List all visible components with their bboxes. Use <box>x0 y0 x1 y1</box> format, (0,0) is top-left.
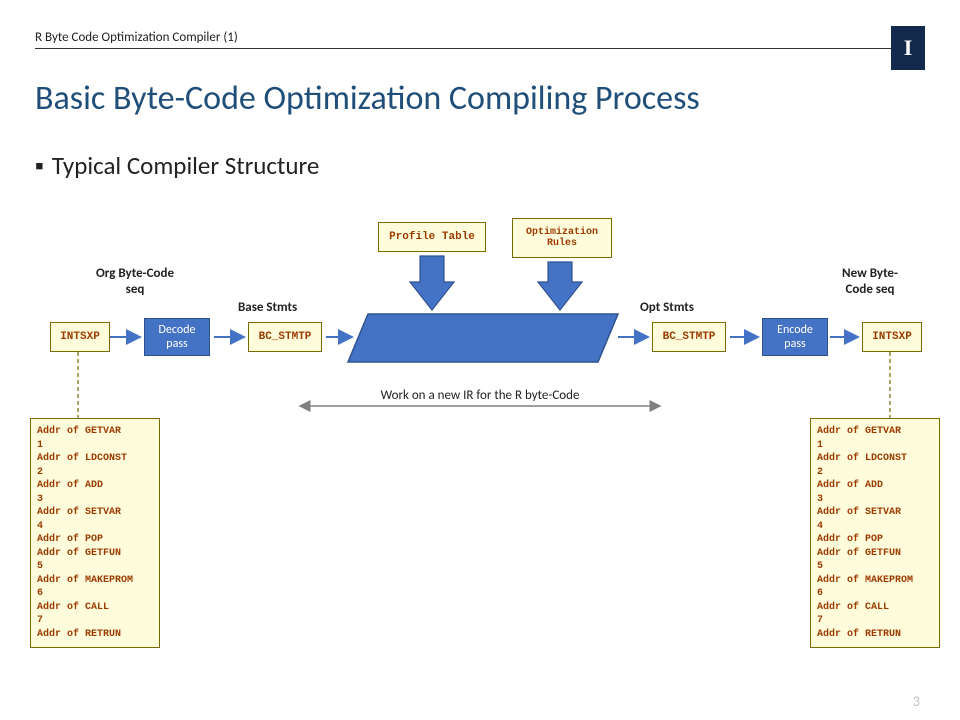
compiler-diagram: Org Byte-Code seq Base Stmts Opt Stmts N… <box>0 0 960 720</box>
page-number: 3 <box>913 693 920 710</box>
box-intsxp-left: INTSXP <box>50 322 110 352</box>
label-org-seq: Org Byte-Code seq <box>80 266 190 297</box>
box-bc-stmtp-right: BC_STMTP <box>652 322 726 352</box>
box-decode-pass: Decode pass <box>144 318 210 356</box>
box-profile-table: Profile Table <box>378 222 486 252</box>
label-new-seq: New Byte- Code seq <box>820 266 920 297</box>
box-intsxp-right: INTSXP <box>862 322 922 352</box>
box-bc-stmtp-left: BC_STMTP <box>248 322 322 352</box>
code-listing-right: Addr of GETVAR 1 Addr of LDCONST 2 Addr … <box>810 418 940 648</box>
code-listing-left: Addr of GETVAR 1 Addr of LDCONST 2 Addr … <box>30 418 160 648</box>
label-several-passes: Several Passes <box>390 326 580 345</box>
box-opt-rules: Optimization Rules <box>512 218 612 258</box>
label-opt-stmts: Opt Stmts <box>640 300 694 316</box>
label-base-stmts: Base Stmts <box>238 300 297 316</box>
note-ir: Work on a new IR for the R byte-Code <box>340 388 620 403</box>
box-encode-pass: Encode pass <box>762 318 828 356</box>
